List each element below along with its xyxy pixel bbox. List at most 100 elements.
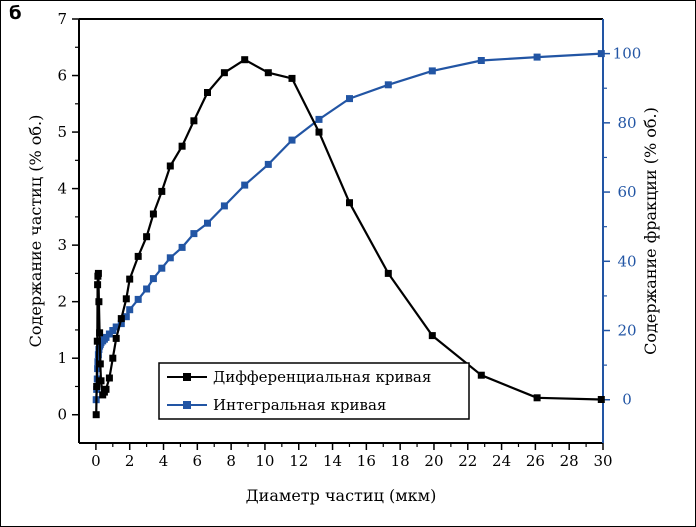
x-tick-label: 8	[226, 452, 236, 470]
data-point-integral	[158, 264, 166, 272]
data-point-differential	[97, 377, 105, 385]
x-tick-label: 24	[492, 452, 511, 470]
data-point-integral	[204, 219, 211, 227]
legend-marker-differential	[183, 373, 191, 381]
data-point-differential	[122, 295, 130, 303]
data-point-differential	[190, 117, 198, 125]
data-point-differential	[166, 162, 174, 170]
data-point-differential	[149, 210, 157, 218]
data-point-differential	[384, 269, 392, 277]
data-point-integral	[166, 254, 174, 262]
series-differential	[92, 56, 605, 419]
data-point-differential	[92, 411, 100, 419]
data-point-integral	[190, 230, 198, 238]
data-point-integral	[288, 136, 296, 144]
data-point-integral	[126, 306, 134, 314]
data-point-differential	[315, 128, 323, 136]
y-right-tick-label: 80	[617, 114, 636, 132]
legend-box	[158, 362, 470, 420]
series-line-differential	[95, 58, 602, 415]
data-point-differential	[105, 374, 113, 382]
panel-label: б	[9, 3, 22, 24]
data-point-integral	[178, 243, 186, 251]
data-point-differential	[264, 69, 272, 77]
data-point-differential	[428, 332, 436, 340]
data-point-differential	[241, 56, 249, 64]
y-left-tick-label: 3	[57, 236, 67, 254]
x-tick-label: 10	[255, 452, 274, 470]
data-point-integral	[94, 351, 102, 359]
legend-label-differential: Дифференциальная кривая	[213, 368, 431, 386]
x-tick-label: 2	[125, 452, 135, 470]
data-point-differential	[109, 354, 117, 362]
x-tick-label: 20	[424, 452, 443, 470]
data-point-integral	[241, 181, 249, 189]
data-point-differential	[117, 315, 125, 323]
series-line-integral	[95, 52, 602, 400]
data-point-differential	[94, 269, 102, 277]
y-left-tick-label: 7	[57, 10, 67, 28]
y-left-tick-label: 5	[57, 123, 67, 141]
data-point-differential	[126, 275, 134, 283]
y-left-tick-label: 2	[57, 293, 67, 311]
data-point-differential	[112, 334, 120, 342]
y-right-tick-label: 0	[622, 391, 632, 409]
data-point-integral	[384, 81, 392, 89]
x-tick-label: 6	[193, 452, 203, 470]
y-right-axis-label: Содержание фракции (% об.)	[641, 107, 660, 355]
data-point-differential	[96, 360, 104, 368]
x-tick-label: 0	[91, 452, 101, 470]
y-right-tick-label: 60	[617, 183, 636, 201]
y-right-tick-label: 100	[613, 45, 642, 63]
axis-tick-labels: 0 2 4 6 8 10 12 14 16 18 20 22 24 26 28 300123456702040…	[57, 10, 641, 470]
data-point-differential	[288, 74, 296, 82]
y-left-tick-label: 0	[57, 406, 67, 424]
data-point-differential	[346, 199, 353, 207]
x-tick-label: 12	[289, 452, 308, 470]
x-tick-label: 4	[159, 452, 169, 470]
data-point-differential	[96, 329, 104, 337]
data-point-integral	[122, 313, 130, 321]
y-left-axis-label: Содержание частиц (% об.)	[26, 115, 45, 348]
data-point-differential	[93, 337, 101, 345]
legend: Дифференциальная кривая Интегральная кри…	[158, 362, 470, 420]
axis-ticks	[72, 18, 610, 450]
x-axis-label: Диаметр частиц (мкм)	[246, 486, 437, 505]
x-tick-label: 14	[323, 452, 342, 470]
data-point-differential	[477, 371, 485, 379]
data-point-integral	[533, 53, 541, 61]
data-point-integral	[597, 50, 605, 58]
x-tick-label: 28	[560, 452, 579, 470]
y-right-tick-label: 20	[617, 322, 636, 340]
data-point-differential	[597, 396, 605, 403]
x-tick-label: 30	[593, 452, 612, 470]
data-point-integral	[264, 160, 272, 168]
data-point-integral	[112, 323, 120, 331]
y-right-tick-label: 40	[617, 252, 636, 270]
data-point-integral	[149, 275, 157, 283]
data-point-integral	[428, 67, 436, 75]
data-point-differential	[178, 142, 186, 150]
legend-label-integral: Интегральная кривая	[213, 396, 386, 414]
data-point-differential	[220, 69, 228, 77]
data-point-differential	[533, 394, 541, 402]
data-point-integral	[143, 285, 151, 293]
y-left-tick-label: 4	[57, 180, 67, 198]
data-point-differential	[204, 89, 211, 96]
legend-marker-integral	[183, 401, 191, 409]
data-point-differential	[93, 383, 101, 390]
y-left-tick-label: 6	[57, 67, 67, 85]
data-point-integral	[346, 95, 353, 103]
x-tick-label: 22	[458, 452, 477, 470]
data-point-integral	[117, 320, 125, 328]
x-tick-label: 18	[391, 452, 410, 470]
x-tick-label: 26	[526, 452, 545, 470]
data-point-differential	[95, 298, 103, 306]
data-point-integral	[220, 202, 228, 210]
y-left-tick-label: 1	[57, 349, 67, 367]
data-point-differential	[94, 281, 102, 289]
data-point-integral	[315, 115, 323, 123]
data-point-integral	[477, 57, 485, 64]
